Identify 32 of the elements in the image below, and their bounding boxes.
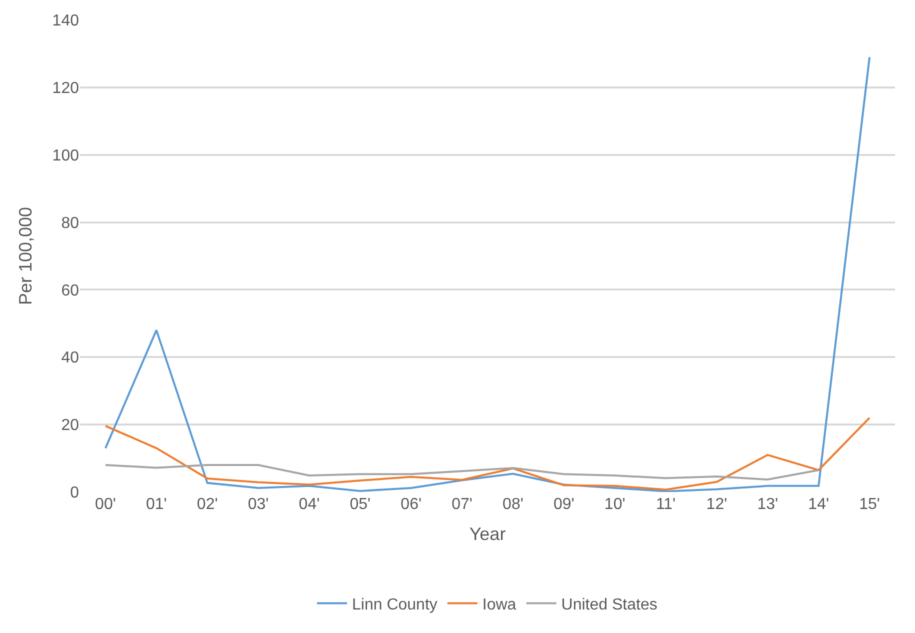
x-tick-label: 07': [452, 496, 472, 513]
x-tick-label: 09': [553, 496, 574, 513]
y-tick-label: 120: [52, 80, 80, 98]
y-tick-label: 60: [61, 282, 80, 300]
y-tick-label: 80: [61, 214, 80, 232]
y-tick-label: 100: [52, 147, 80, 164]
legend-label: Linn County: [352, 596, 438, 614]
line-series: [104, 416, 871, 491]
legend-label: Iowa: [482, 596, 516, 614]
x-tick-label: 00': [95, 496, 116, 513]
y-tick-label: 0: [70, 484, 80, 502]
x-tick-label: 10': [604, 496, 626, 513]
x-tick-label: 05': [350, 496, 371, 513]
x-tick-label: 03': [248, 496, 269, 513]
y-axis-title: Per 100,000: [15, 206, 36, 306]
x-tick-label: 15': [859, 496, 880, 513]
x-tick-label: 06': [400, 496, 422, 513]
y-tick-label: 140: [52, 12, 80, 30]
line-series: [104, 464, 820, 481]
x-tick-label: 04': [298, 496, 320, 513]
line-series: [104, 56, 871, 492]
legend-label: United States: [561, 596, 658, 614]
x-axis-title: Year: [469, 524, 506, 544]
x-tick-label: 12': [706, 496, 728, 513]
x-tick-label: 01': [146, 496, 167, 513]
y-tick-label: 20: [61, 417, 80, 434]
x-tick-label: 14': [808, 496, 830, 513]
y-tick-label: 40: [61, 350, 80, 367]
x-tick-label: 13': [757, 496, 778, 513]
x-tick-label: 11': [656, 496, 676, 513]
x-tick-label: 02': [196, 496, 218, 513]
x-tick-label: 08': [502, 496, 524, 513]
